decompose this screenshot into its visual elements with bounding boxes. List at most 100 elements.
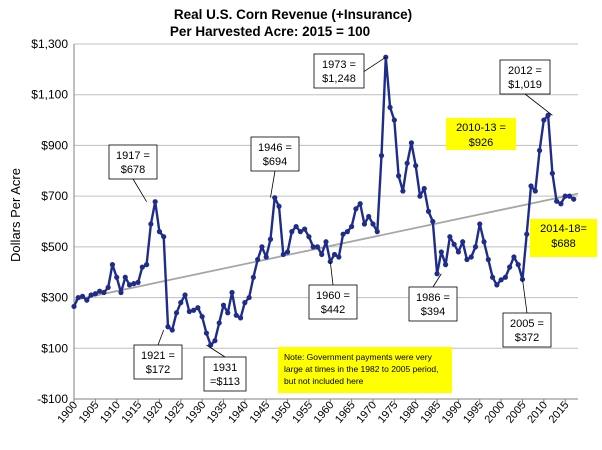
annotation-text: 1946 = [258, 142, 292, 154]
data-point [387, 104, 393, 110]
data-point [242, 300, 248, 306]
annotation-text: $1,019 [508, 79, 542, 91]
data-point [156, 229, 163, 235]
data-point [515, 262, 521, 268]
annotations: 1917 = $678 1921 = $172 1931 =$113 1946 = $694 1… [108, 53, 597, 393]
data-point [472, 244, 479, 250]
annotation-box [308, 284, 358, 320]
annotation-text: $678 [121, 164, 145, 176]
data-point [131, 281, 137, 287]
data-point [237, 315, 244, 321]
data-point [455, 249, 462, 255]
data-point [541, 117, 547, 123]
data-point [421, 185, 427, 192]
data-point [477, 221, 483, 227]
annotation-text: =$113 [210, 376, 240, 388]
highlight-text: $926 [469, 137, 493, 149]
data-point [532, 188, 538, 194]
data-point [502, 274, 508, 280]
data-point [331, 251, 338, 258]
annotation-box [408, 286, 458, 322]
data-point [114, 274, 120, 280]
data-point [84, 297, 90, 303]
data-point [178, 300, 184, 306]
data-point [105, 284, 111, 291]
data-point [464, 256, 470, 263]
data-point [498, 277, 504, 283]
annotation-leader-line [206, 344, 226, 358]
annotation-text: $172 [146, 364, 170, 376]
y-tick-label: -$100 [37, 392, 68, 406]
data-point [79, 293, 86, 299]
data-point [442, 262, 449, 268]
data-point [216, 320, 222, 326]
annotation-text: 1960 = [316, 290, 350, 302]
annotation-box [133, 344, 183, 380]
data-point [425, 208, 432, 214]
annotation-leader-line [270, 170, 276, 198]
annotation-text: 1986 = [416, 292, 450, 304]
series-line [72, 56, 575, 347]
data-point [101, 289, 107, 296]
data-point [494, 282, 500, 288]
data-point [139, 264, 145, 270]
y-axis-ticks: -$100 $100 $300 $500 $700 $900 $1,100 $1,300 [31, 37, 68, 406]
highlight-box [530, 219, 597, 257]
highlight-text: 2010-13 = [456, 122, 506, 134]
data-point [413, 163, 419, 169]
annotation-leader-line [524, 93, 553, 116]
data-point [88, 292, 94, 298]
data-point [259, 244, 265, 250]
highlight-box [446, 118, 516, 150]
data-point [438, 249, 444, 255]
data-point [481, 239, 487, 245]
data-point [165, 324, 171, 330]
data-point [220, 302, 227, 308]
data-point [161, 234, 167, 240]
y-axis-label: Dollars Per Acre [8, 168, 23, 262]
data-point [323, 239, 329, 245]
data-point [199, 313, 205, 320]
chart-title: Real U.S. Corn Revenue (+Insurance) [174, 7, 412, 22]
annotation-leader-line [132, 178, 147, 202]
data-point [135, 279, 141, 285]
annotation-text: 1921 = [141, 350, 175, 362]
data-point [489, 274, 496, 280]
data-point [297, 229, 303, 235]
data-point [378, 152, 385, 159]
data-point [195, 305, 201, 311]
data-point [408, 140, 415, 146]
data-point [451, 241, 457, 247]
data-point [485, 256, 491, 263]
series-group [71, 54, 577, 348]
data-point [263, 254, 269, 260]
note-text: Note: Government payments were very [284, 352, 433, 362]
data-point [571, 196, 577, 202]
highlight-text: $688 [551, 238, 575, 250]
data-point [233, 312, 239, 318]
data-point [558, 201, 564, 207]
data-point [276, 203, 282, 209]
data-point [272, 195, 278, 201]
data-point [447, 234, 453, 240]
data-point [391, 117, 397, 123]
annotation-text: $1,248 [322, 73, 356, 85]
data-point [126, 282, 133, 288]
data-point [340, 231, 346, 237]
highlight-text: 2014-18= [540, 223, 587, 235]
data-point [302, 226, 308, 232]
annotation-text: 1931 [213, 362, 237, 374]
data-point [366, 213, 372, 220]
data-point [549, 170, 555, 176]
annotation-text: $694 [263, 156, 287, 168]
annotation-box [250, 136, 300, 172]
data-point [434, 271, 440, 277]
annotation-leader-line [432, 273, 442, 288]
data-point [528, 183, 534, 189]
y-tick-label: $700 [41, 189, 68, 203]
note-text: but not included here [284, 376, 364, 386]
data-point [267, 236, 274, 242]
annotation-text: 2012 = [508, 65, 542, 77]
annotation-box [108, 144, 158, 180]
